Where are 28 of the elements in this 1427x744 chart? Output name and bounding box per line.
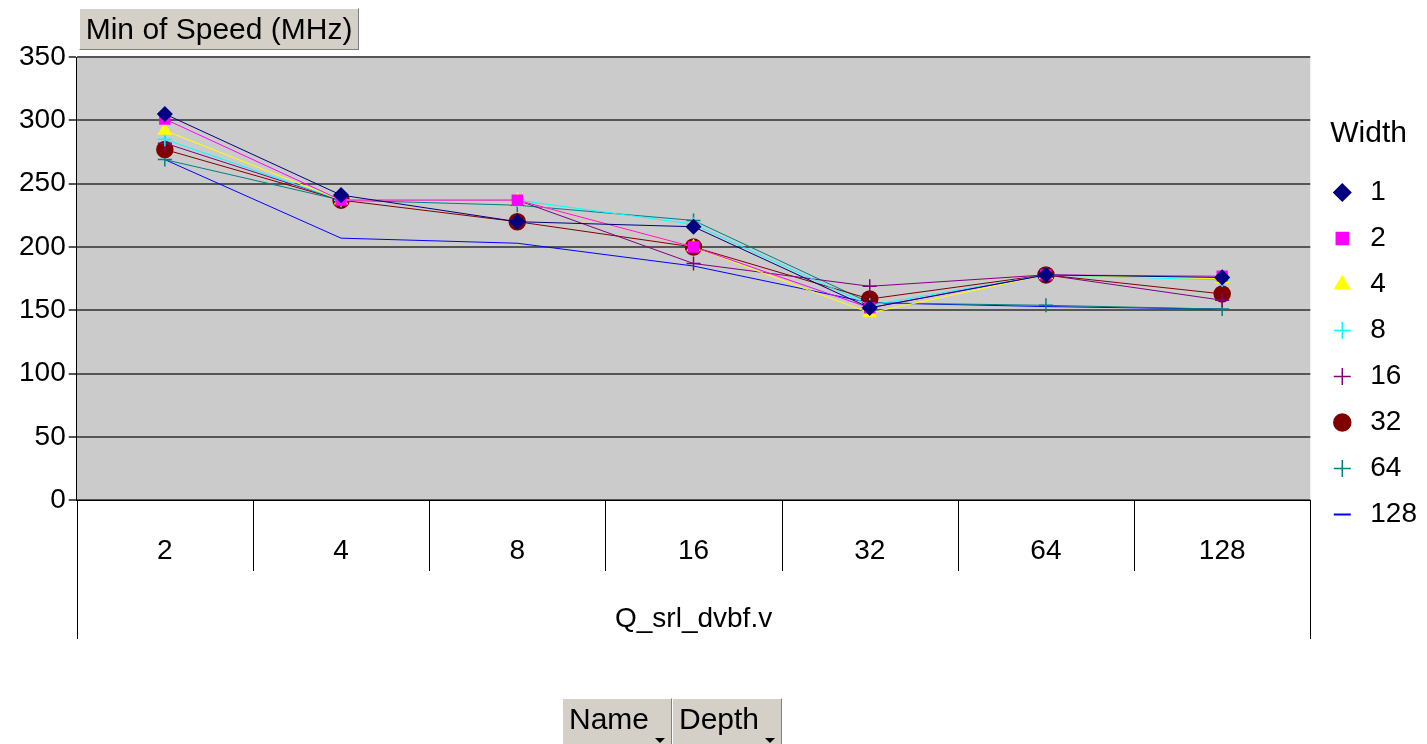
text: Depth <box>679 702 760 735</box>
x-tick-label: 4 <box>333 533 349 565</box>
y-tick-label: 0 <box>50 483 66 515</box>
x-tick-label: 16 <box>677 533 710 565</box>
legend-label: 8 <box>1370 313 1386 345</box>
x-axis-title: Q_srl_dvbf.v <box>615 602 773 635</box>
legend-label: 1 <box>1370 175 1386 207</box>
chart-title: Min of Speed (MHz) <box>78 8 360 50</box>
x-tick-label: 128 <box>1198 533 1246 565</box>
y-tick-label: 50 <box>34 419 66 451</box>
y-tick-label: 150 <box>19 293 66 325</box>
legend-label: 2 <box>1370 221 1386 253</box>
y-tick-label: 350 <box>19 39 66 71</box>
y-tick-label: 250 <box>19 166 66 198</box>
x-tick-label: 2 <box>157 533 173 565</box>
legend-label: 4 <box>1370 267 1386 299</box>
legend-title: Width <box>1330 114 1407 148</box>
x-tick-label: 32 <box>854 533 886 565</box>
y-tick-label: 300 <box>19 103 66 135</box>
x-tick-label: 64 <box>1030 533 1062 565</box>
legend-label: 32 <box>1370 405 1402 437</box>
y-tick-label: 200 <box>19 229 66 261</box>
legend-label: 16 <box>1370 359 1402 391</box>
legend-label: 128 <box>1370 497 1417 529</box>
x-tick-label: 8 <box>509 533 526 565</box>
legend-label: 64 <box>1370 451 1402 483</box>
y-tick-label: 100 <box>19 356 66 388</box>
text: Name <box>569 702 650 735</box>
